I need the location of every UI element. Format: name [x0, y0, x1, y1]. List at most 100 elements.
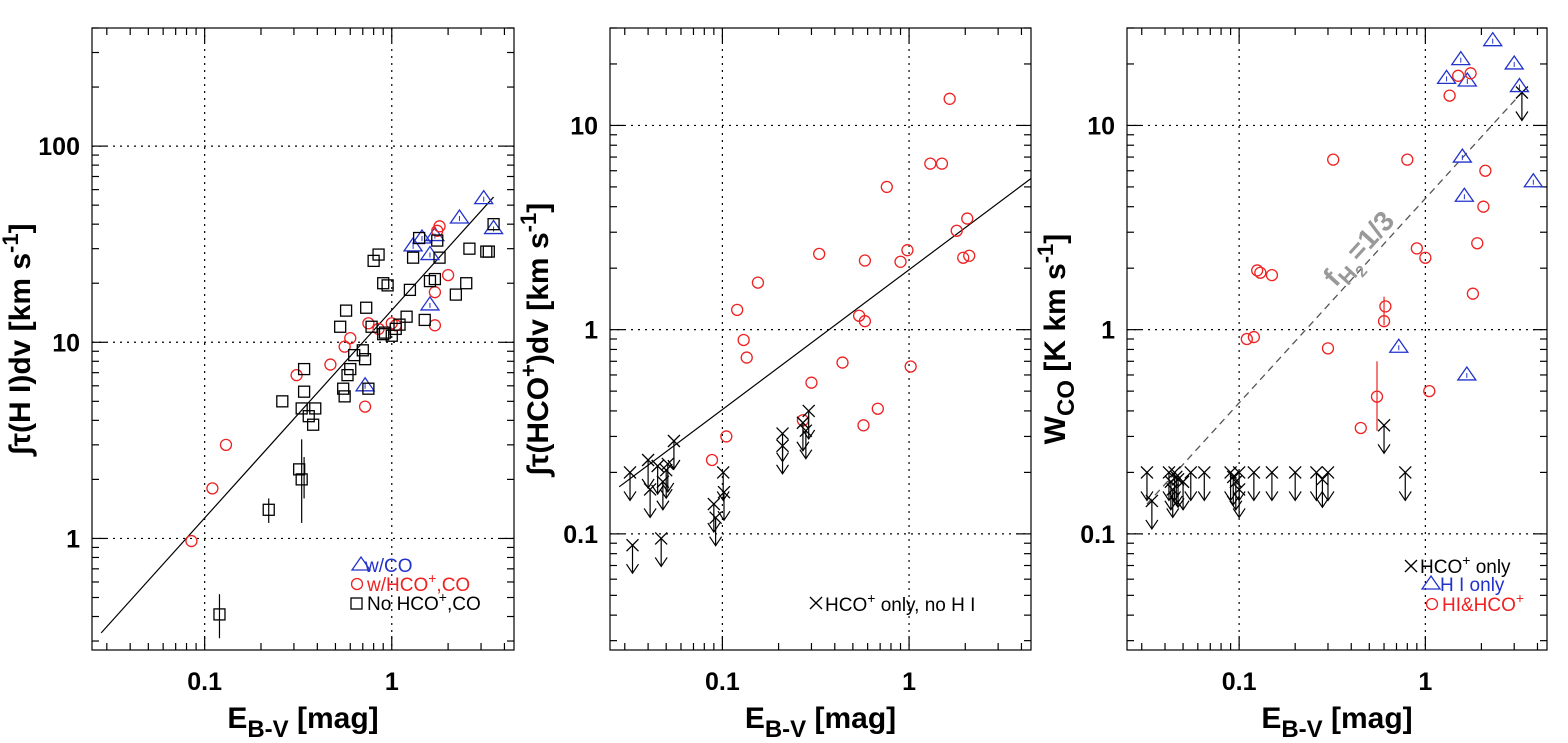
square-point — [482, 245, 495, 258]
series-x-upper-limit — [1140, 86, 1529, 531]
square-point — [389, 322, 402, 336]
y-tick-label: 10 — [570, 112, 598, 140]
upper-limit-arrowhead — [626, 563, 640, 575]
y-tick-label: 10 — [52, 329, 80, 357]
legend-whco-part: + — [428, 570, 436, 586]
y-label-part: ] — [1039, 234, 1072, 244]
upper-limit-arrowhead — [651, 484, 665, 496]
circle-point — [720, 430, 733, 443]
square-point — [338, 390, 351, 403]
triangle-point — [1523, 172, 1544, 188]
upper-limit-arrowhead — [716, 491, 730, 502]
upper-limit-arrowhead — [1232, 508, 1246, 519]
upper-limit-arrowhead — [1515, 111, 1529, 122]
square-point — [428, 272, 442, 286]
upper-limit-arrowhead — [799, 449, 813, 460]
circle-point — [441, 268, 455, 282]
circle-point — [1354, 421, 1367, 435]
square-point — [385, 329, 398, 342]
square-point — [365, 320, 378, 333]
circle-point — [935, 157, 949, 170]
triangle-point — [483, 219, 504, 235]
circle-point — [433, 220, 446, 233]
square-point — [356, 344, 369, 357]
square-point — [276, 395, 289, 408]
series-circle — [1240, 67, 1492, 435]
legend-hco-only-part: only — [1470, 557, 1511, 578]
circle-point — [324, 358, 337, 371]
x-axis-label-main: E — [1261, 702, 1281, 735]
legend-nohco-part: No HCO — [367, 594, 439, 615]
triangle-point — [1454, 187, 1475, 202]
x-tick-label: 0.1 — [187, 668, 222, 696]
triangle-point — [1436, 69, 1457, 85]
circle-point — [924, 157, 937, 170]
y-label-part: ∫τ(H I)dv [km s — [4, 253, 37, 457]
legend-hco-only-part: + — [1462, 552, 1470, 568]
circle-point — [1419, 251, 1432, 264]
square-point — [344, 362, 357, 376]
circle-point — [1240, 332, 1253, 346]
circle-point — [1471, 237, 1484, 250]
panel-left: 0.1 1 1 10 100 EB-V [mag] ∫τ(H I)dv [km s-1] — [0, 27, 515, 743]
y-axis-label: ∫τ(HCO+)dv [km s-1] — [516, 203, 555, 477]
series-circle — [705, 92, 976, 467]
upper-limit-arrowhead — [656, 500, 670, 511]
circle-point — [1247, 330, 1261, 344]
circle-point — [805, 376, 818, 389]
square-point — [449, 288, 462, 301]
triangle-point — [1452, 147, 1473, 163]
legend-hco-only-no-hi-part: + — [867, 590, 875, 606]
circle-point — [813, 247, 826, 261]
legend-hco-only-no-hi-part: only, no H I — [875, 595, 975, 616]
triangle-point — [1456, 365, 1478, 381]
circle-point — [1327, 153, 1340, 166]
circle-point — [836, 356, 849, 369]
circle-point — [950, 224, 963, 237]
y-label-part: ] — [4, 223, 37, 233]
square-point — [463, 242, 476, 255]
upper-limit-arrowhead — [1315, 497, 1329, 509]
series-square — [213, 218, 500, 621]
x-axis-label-sub: B-V — [247, 716, 288, 738]
panel-right: 0.1 1 0.1 1 10 EB-V [mag] WCO [K km s-1] fH2=1/… — [1033, 27, 1548, 743]
circle-point — [1254, 266, 1267, 279]
square-point — [418, 313, 431, 327]
square-point — [403, 283, 417, 297]
y-axis-label: WCO [K km s-1] — [1033, 234, 1080, 445]
square-point — [360, 301, 373, 314]
legend-hi-only: H I only — [1440, 575, 1505, 596]
upper-limit-arrowhead — [1321, 491, 1335, 502]
y-tick-label: 100 — [38, 133, 80, 161]
circle-point — [963, 249, 976, 262]
square-point — [295, 402, 308, 415]
square-point — [406, 251, 420, 264]
circle-point — [428, 286, 442, 299]
y-label-sup: -1 — [0, 233, 23, 253]
legend-hi-hco-part: + — [1516, 590, 1524, 606]
circle-point — [1251, 264, 1264, 277]
upper-limit-arrowhead — [796, 441, 810, 452]
y-tick-label: 1 — [66, 525, 80, 553]
upper-limit-arrowhead — [667, 459, 681, 471]
x-axis-label: EB-V [mag] — [227, 702, 378, 738]
triangle-point — [1450, 50, 1472, 66]
triangle-point — [1509, 77, 1530, 93]
upper-limit-arrowhead — [1140, 491, 1154, 502]
square-point — [306, 418, 320, 431]
legend-wco: w/CO — [364, 556, 413, 577]
upper-limit-arrowhead — [1171, 497, 1185, 509]
circle-point — [1410, 242, 1423, 255]
circle-point — [219, 438, 233, 452]
square-point — [372, 248, 385, 261]
circle-point — [871, 402, 884, 415]
square-point — [460, 277, 473, 290]
square-point — [293, 463, 306, 476]
square-point — [334, 320, 347, 333]
upper-limit-arrowhead — [1176, 500, 1190, 511]
legend-whco-part: ,CO — [436, 575, 470, 596]
square-point — [377, 277, 390, 290]
legend-hco-only-no-hi: HCO+ only, no H I — [825, 590, 975, 616]
axes-frame — [609, 27, 1032, 651]
legend-whco: w/HCO+,CO — [366, 570, 470, 596]
